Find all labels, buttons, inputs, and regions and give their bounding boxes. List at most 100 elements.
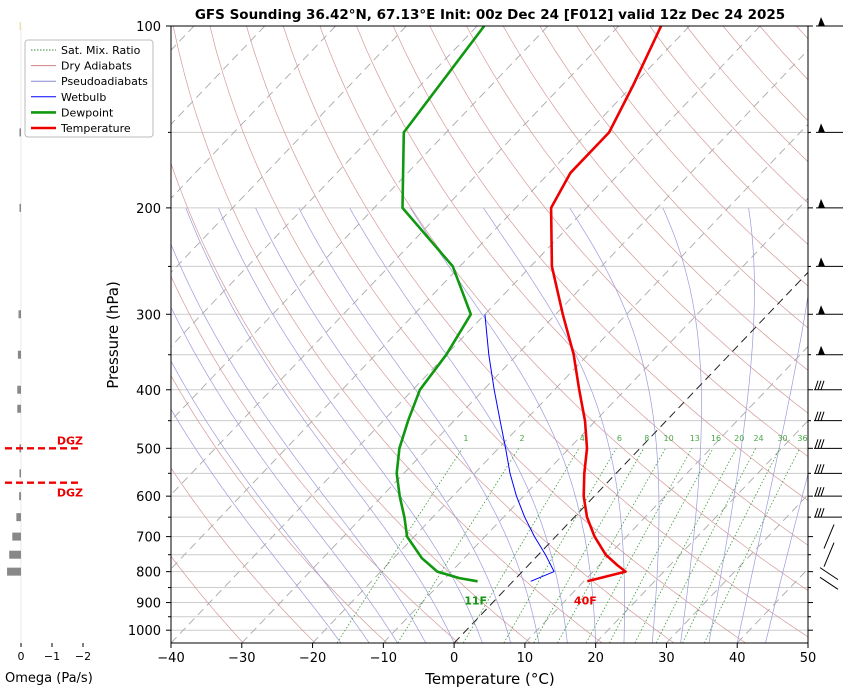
mixing-ratio-label: 36 <box>797 434 807 443</box>
pseudoadiabat <box>709 208 755 643</box>
barb-feather <box>815 464 818 473</box>
x-tick-label: 30 <box>658 651 675 666</box>
barb-pennant <box>818 17 825 26</box>
x-tick-label: 50 <box>800 651 817 666</box>
wind-barb <box>814 508 842 517</box>
mixing-ratio-label: 24 <box>753 434 763 443</box>
omega-bar <box>9 551 21 559</box>
wind-barbs <box>814 17 843 589</box>
dry-adiabat <box>796 26 850 643</box>
barb-feather <box>815 439 818 448</box>
omega-axis-label: Omega (Pa/s) <box>5 671 93 686</box>
barb-feather <box>818 381 821 390</box>
mixing-ratio-line <box>586 448 692 643</box>
legend-label: Wetbulb <box>61 91 106 104</box>
dry-adiabat <box>540 26 850 643</box>
y-tick-label: 400 <box>136 384 161 399</box>
y-tick-label: 800 <box>136 566 161 581</box>
barb-feather <box>821 508 824 517</box>
x-tick-label: −20 <box>299 651 326 666</box>
wind-barb <box>814 487 842 496</box>
omega-bar <box>19 310 21 318</box>
barb-feather <box>818 464 821 473</box>
barb-feather <box>815 487 818 496</box>
dry-adiabat <box>430 26 850 643</box>
x-tick-label: 10 <box>517 651 534 666</box>
isotherm <box>313 26 850 643</box>
y-tick-label: 1000 <box>128 624 161 639</box>
mixing-ratio-label: 20 <box>734 434 744 443</box>
y-tick-label: 500 <box>136 442 161 457</box>
isotherm <box>171 26 760 643</box>
dry-adiabat <box>613 26 850 643</box>
legend-label: Dewpoint <box>61 106 114 119</box>
dry-adiabat <box>503 26 850 643</box>
wind-barb <box>820 568 838 580</box>
wind-barb <box>816 346 843 355</box>
pseudoadiabat <box>570 208 659 643</box>
mixing-ratio-line <box>609 448 713 643</box>
barb-pennant <box>818 199 825 208</box>
barb-feather <box>815 381 818 390</box>
isotherm <box>666 26 850 643</box>
barb-pennant <box>818 257 825 266</box>
barb-pennant <box>818 305 825 314</box>
barb-staff <box>824 543 834 567</box>
omega-bar <box>20 22 22 30</box>
mixing-ratio-line <box>398 448 519 643</box>
wind-barb <box>820 577 838 589</box>
dry-adiabat <box>283 26 817 643</box>
mixing-ratio-line <box>463 448 579 643</box>
pseudoadiabat <box>410 208 595 643</box>
x-tick-label: −10 <box>370 651 397 666</box>
barb-staff <box>820 568 838 580</box>
omega-tick-label: 0 <box>18 650 25 663</box>
y-tick-label: 300 <box>136 308 161 323</box>
pseudoadiabat <box>737 208 819 643</box>
wind-barb <box>814 439 842 448</box>
dry-adiabat <box>393 26 850 643</box>
isotherm <box>596 26 850 643</box>
mixing-ratio-line <box>656 448 756 643</box>
y-tick-label: 200 <box>136 202 161 217</box>
omega-bar <box>7 568 21 576</box>
barb-feather <box>821 464 824 473</box>
wind-barb <box>824 543 834 567</box>
freezing-isotherm <box>454 26 850 643</box>
isotherm <box>737 26 850 643</box>
pseudoadiabat <box>663 208 702 643</box>
wind-barb <box>814 412 842 421</box>
wind-barb <box>816 17 843 26</box>
legend-label: Dry Adiabats <box>61 60 132 73</box>
mixing-ratio-line <box>704 448 799 643</box>
y-tick-label: 600 <box>136 490 161 505</box>
x-tick-label: 0 <box>450 651 458 666</box>
omega-bar <box>17 386 21 394</box>
pseudoadiabat <box>139 233 397 643</box>
legend-label: Pseudoadiabats <box>61 75 148 88</box>
dry-adiabat <box>100 26 459 643</box>
mixing-ratio-label: 13 <box>690 434 700 443</box>
barb-feather <box>818 439 821 448</box>
mixing-ratio-label: 4 <box>580 434 585 443</box>
mixing-ratio-label: 30 <box>777 434 787 443</box>
mixing-ratio-label: 10 <box>664 434 674 443</box>
mixing-ratio-label: 1 <box>463 434 468 443</box>
mixing-ratio-label: 8 <box>644 434 649 443</box>
omega-bar <box>18 351 21 359</box>
dry-adiabat <box>173 26 602 643</box>
wind-barb <box>814 381 842 390</box>
dewpoint-profile <box>397 26 485 581</box>
y-axis-label: Pressure (hPa) <box>104 281 122 389</box>
wind-barb <box>816 305 843 314</box>
x-tick-label: −30 <box>228 651 255 666</box>
isotherm <box>808 26 850 643</box>
wind-barb <box>816 199 843 208</box>
barb-pennant <box>818 346 825 355</box>
mixing-ratio-label: 6 <box>617 434 622 443</box>
y-tick-label: 700 <box>136 531 161 546</box>
wind-barb <box>816 257 843 266</box>
